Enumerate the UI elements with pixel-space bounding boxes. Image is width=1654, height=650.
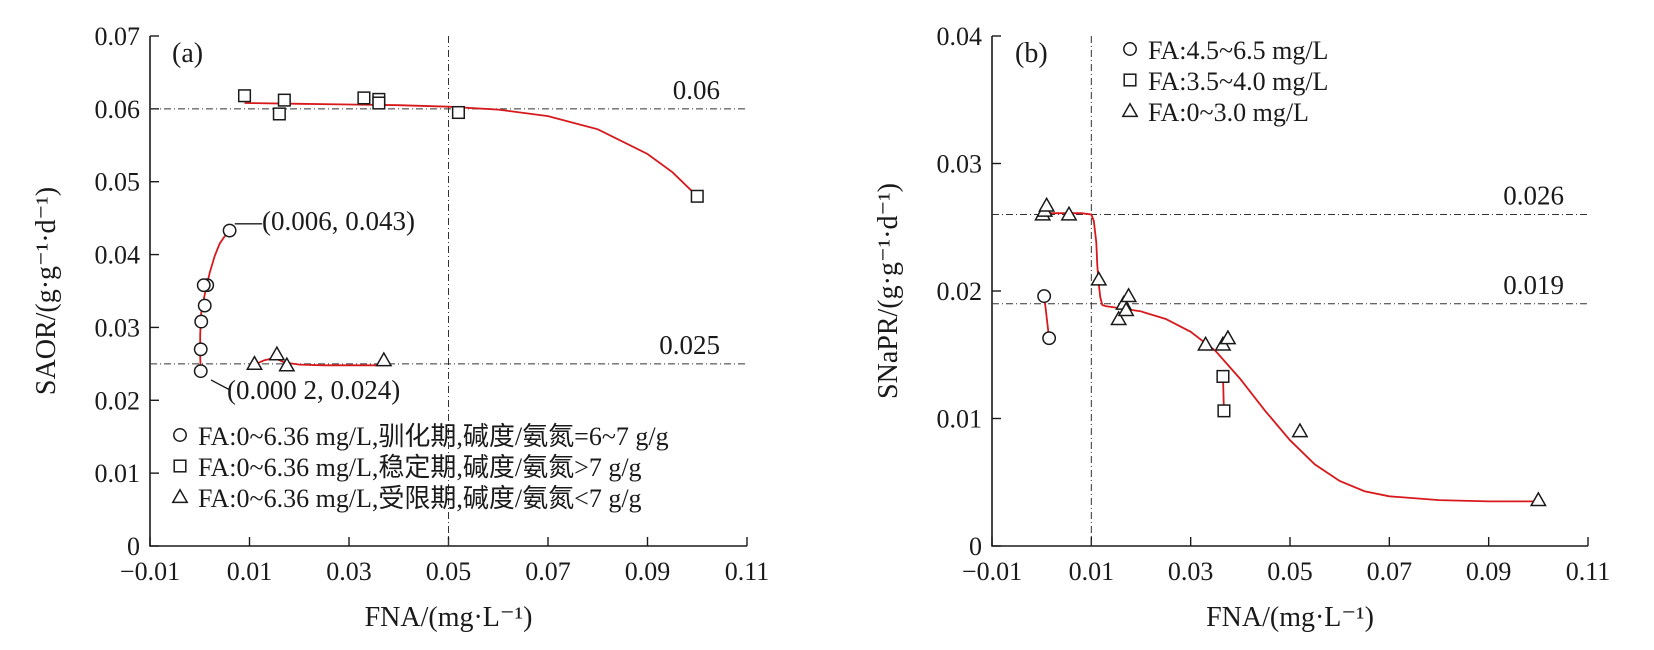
data-point-circle (222, 223, 237, 238)
data-point-square (690, 189, 704, 203)
x-axis-title: FNA/(mg·L⁻¹) (365, 602, 533, 633)
x-axis-title: FNA/(mg·L⁻¹) (1206, 602, 1374, 633)
reference-line-label: 0.019 (1503, 270, 1564, 300)
y-tick-label: 0 (127, 532, 140, 561)
legend: FA:4.5~6.5 mg/LFA:3.5~4.0 mg/LFA:0~3.0 m… (1121, 36, 1328, 127)
legend-marker-circle (173, 428, 187, 442)
panel-a-chart: −0.01 0.01 0.03 0.05 0.07 0.09 0.11 0 0.01 0.02 0.… (31, 22, 769, 633)
annotation-leader (210, 379, 231, 391)
data-point-triangle (375, 351, 393, 367)
data-point-circle (193, 342, 208, 357)
y-axis-title: SAOR/(g·g⁻¹·d⁻¹) (31, 187, 62, 395)
y-axis-title: SNaPR/(g·g⁻¹·d⁻¹) (873, 183, 904, 399)
data-point-triangle (1219, 329, 1237, 345)
point-annotation: (0.000 2, 0.024) (227, 375, 400, 405)
legend-label: FA:3.5~4.0 mg/L (1148, 67, 1328, 96)
y-tick-label: 0.03 (95, 313, 141, 342)
data-point-triangle (245, 355, 263, 371)
y-tick-label: 0.02 (95, 386, 141, 415)
legend-marker-square (1123, 73, 1137, 87)
data-point-square (451, 105, 465, 120)
legend-label: FA:0~3.0 mg/L (1148, 98, 1309, 127)
data-point-triangle (1120, 287, 1138, 303)
x-tick-label: 0.01 (1069, 557, 1115, 586)
x-tick-label: 0.03 (1168, 557, 1214, 586)
y-tick-label: 0.03 (937, 150, 983, 179)
data-point-square (1217, 404, 1231, 418)
legend-label: FA:4.5~6.5 mg/L (1148, 36, 1328, 65)
y-tick-label: 0.06 (95, 95, 141, 124)
x-tick-label: 0.05 (426, 557, 472, 586)
fit-curve (1043, 295, 1050, 339)
data-point-square (1216, 369, 1230, 383)
legend-label: FA:0~6.36 mg/L,驯化期,碱度/氨氮=6~7 g/g (198, 422, 669, 451)
point-annotation: —(0.006, 0.043) (234, 206, 415, 236)
reference-line-label: 0.025 (659, 330, 720, 360)
legend-marker-circle (1123, 42, 1137, 56)
data-point-square (272, 107, 286, 121)
panel-b-chart: −0.01 0.01 0.03 0.05 0.07 0.09 0.11 0 0.01 0.02 0.… (873, 22, 1610, 633)
x-tick-label: 0.11 (725, 557, 770, 586)
data-point-triangle (1090, 270, 1108, 286)
data-point-circle (1042, 331, 1057, 346)
y-tick-label: 0.02 (937, 277, 983, 306)
data-point-triangle (1529, 491, 1547, 507)
x-tick-label: 0.03 (326, 557, 372, 586)
reference-line-label: 0.026 (1503, 181, 1564, 211)
y-tick-label: 0.05 (95, 168, 141, 197)
y-tick-label: 0.04 (95, 241, 141, 270)
data-point-square (372, 96, 386, 110)
data-point-circle (197, 298, 212, 313)
data-point-circle (194, 314, 209, 329)
data-point-triangle (1060, 205, 1078, 221)
y-tick-label: 0.01 (937, 405, 983, 434)
data-point-triangle (1038, 196, 1056, 212)
legend-marker-triangle (1121, 102, 1139, 118)
fit-curve (254, 357, 384, 367)
x-tick-label: 0.09 (1466, 557, 1512, 586)
data-point-triangle (1291, 422, 1309, 438)
y-tick-label: 0 (969, 532, 982, 561)
data-point-circle (196, 278, 211, 293)
data-point-circle (193, 364, 208, 379)
fit-curve (1041, 212, 1539, 503)
x-tick-label: 0.07 (1367, 557, 1413, 586)
data-point-triangle (1197, 335, 1215, 351)
legend-label: FA:0~6.36 mg/L,受限期,碱度/氨氮<7 g/g (198, 484, 642, 513)
data-point-triangle (268, 345, 286, 361)
data-point-triangle (278, 356, 296, 372)
data-point-square (237, 89, 252, 103)
legend-marker-triangle (171, 488, 189, 504)
x-tick-label: −0.01 (962, 557, 1022, 586)
x-tick-label: 0.09 (625, 557, 671, 586)
x-tick-label: 0.05 (1267, 557, 1313, 586)
y-tick-label: 0.04 (937, 22, 983, 51)
legend: FA:0~6.36 mg/L,驯化期,碱度/氨氮=6~7 g/gFA:0~6.3… (171, 422, 669, 513)
data-point-triangle (1117, 301, 1135, 317)
legend-label: FA:0~6.36 mg/L,稳定期,碱度/氨氮>7 g/g (198, 453, 642, 482)
data-point-triangle (1110, 310, 1128, 326)
x-tick-label: 0.07 (525, 557, 571, 586)
panel-label: (a) (172, 38, 203, 69)
x-tick-label: −0.01 (120, 557, 180, 586)
reference-line-label: 0.06 (673, 75, 720, 105)
panel-label: (b) (1015, 38, 1048, 69)
data-point-square (357, 91, 371, 105)
x-tick-label: 0.01 (227, 557, 273, 586)
data-point-square (277, 93, 291, 107)
x-tick-label: 0.11 (1566, 557, 1611, 586)
data-point-circle (1037, 289, 1052, 304)
legend-marker-square (173, 459, 187, 473)
fit-curve (244, 102, 698, 197)
y-tick-label: 0.01 (95, 459, 141, 488)
y-tick-label: 0.07 (95, 22, 141, 51)
